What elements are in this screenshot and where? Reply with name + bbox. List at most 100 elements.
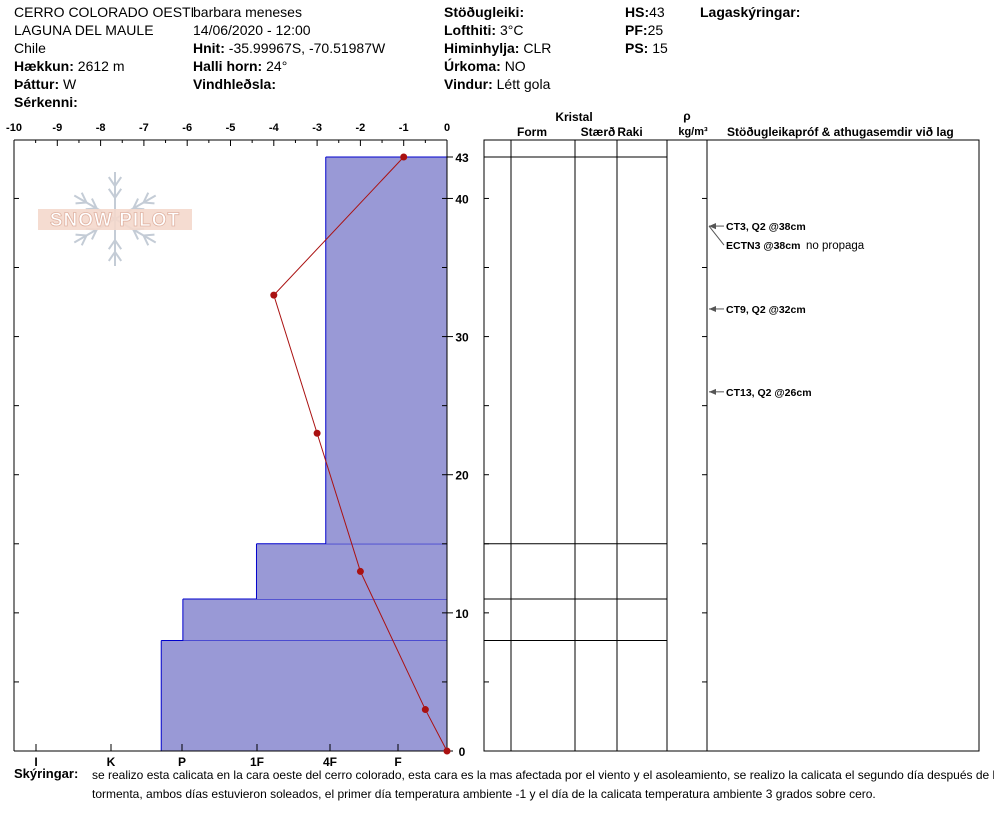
temperature-tick-label: 0: [444, 122, 450, 134]
stability-test-label: CT9, Q2 @32cm: [726, 304, 806, 316]
depth-tick-label: 10: [455, 607, 469, 621]
temperature-tick-label: -9: [52, 122, 62, 134]
hs-label: HS:: [625, 4, 650, 20]
header-density-unit: kg/m³: [678, 126, 708, 138]
depth-tick-label: 43: [455, 151, 469, 165]
observer-name: barbara meneses: [193, 3, 302, 21]
temperature-tick-label: -8: [96, 122, 106, 134]
hardness-tick-label: 4F: [323, 755, 337, 769]
hardness-tick-label: K: [107, 755, 116, 769]
wind-value: Létt gola: [496, 76, 551, 92]
snowflake-branch: [132, 229, 139, 240]
snowflake-branch: [107, 239, 116, 250]
stability-label: Stöðugleiki:: [444, 4, 525, 20]
stability-test-note: no propaga: [806, 240, 865, 252]
snowflake-branch: [114, 239, 123, 250]
snowflake-branch: [75, 201, 87, 205]
header-rho: ρ: [683, 109, 690, 123]
stability-test-pointer: [708, 225, 725, 246]
aspect-value: W: [63, 76, 77, 92]
slope-value: 24°: [266, 58, 288, 74]
elevation-row: Hækkun: 2612 m: [14, 57, 125, 75]
sky-value: CLR: [523, 40, 552, 56]
location-name: CERRO COLORADO OESTE: [14, 4, 200, 20]
temperature-point: [421, 706, 429, 714]
depth-tick-label: 40: [455, 192, 469, 206]
air-temp-value: 3°C: [499, 22, 524, 38]
arrow-icon: [709, 388, 716, 395]
air-temp-row: Lofthiti: 3°C: [444, 21, 523, 39]
snowflake-branch: [114, 176, 123, 187]
wind-row: Vindur: Létt gola: [444, 75, 550, 93]
aspect-row: Þáttur: W: [14, 75, 76, 93]
ps-row: PS: 15: [625, 39, 668, 57]
air-temp-label: Lofthiti:: [444, 22, 497, 38]
logo-band: [38, 209, 192, 230]
snowflake-branch: [114, 251, 123, 262]
precip-label: Úrkoma:: [444, 58, 501, 74]
hs-value: 43: [649, 4, 665, 20]
header-form: Form: [517, 125, 547, 139]
slope-label: Halli horn:: [193, 58, 263, 74]
hardness-layer: [256, 543, 447, 600]
snowflake-branch: [143, 233, 155, 237]
stability-tests: CT3, Q2 @38cm ECTN3 @38cm no propaga CT9, Q…: [708, 221, 865, 399]
snowflake-branch: [80, 192, 88, 203]
precip-row: Úrkoma: NO: [444, 57, 526, 75]
depth-tick-label: 0: [459, 745, 466, 759]
temperature-point: [400, 153, 408, 161]
stability-test-label: CT13, Q2 @26cm: [726, 387, 812, 399]
snowflake-branch: [114, 188, 123, 199]
temperature-tick-label: -3: [312, 122, 322, 134]
specifics-label: Sérkenni:: [14, 94, 78, 110]
temperature-tick-label: -7: [139, 122, 149, 134]
temperature-tick-label: -2: [356, 122, 366, 134]
snowpilot-logo: SNOW PILOT: [38, 172, 192, 266]
precip-value: NO: [504, 58, 526, 74]
location-area: LAGUNA DEL MAULE: [14, 22, 154, 38]
snowflake-branch: [132, 198, 139, 209]
hardness-tick-label: P: [178, 755, 186, 769]
temperature-point: [443, 747, 451, 755]
temperature-point: [270, 291, 278, 299]
logo-text: SNOW PILOT: [50, 210, 180, 231]
hardness-tick-label: 1F: [250, 755, 264, 769]
wind-label: Vindur:: [444, 76, 493, 92]
sky-label: Himinhylja:: [444, 40, 520, 56]
header-size: Stærð: [581, 125, 616, 139]
sky-row: Himinhylja: CLR: [444, 39, 551, 57]
stability-test-label: ECTN3 @38cm: [726, 240, 800, 252]
arrow-icon: [709, 223, 716, 230]
pf-label: PF:: [625, 22, 648, 38]
layer-table: Kristal Form Stærð Raki ρ kg/m³ Stöðugleikapró…: [483, 109, 980, 752]
temperature-point: [313, 429, 321, 437]
temperature-tick-label: -4: [269, 122, 280, 134]
snowflake-branch: [107, 188, 116, 199]
snowflake-branch: [107, 176, 116, 187]
stability-test-label: CT3, Q2 @38cm: [726, 221, 806, 233]
snowflake-branch: [107, 251, 116, 262]
hardness-layer: [161, 640, 447, 751]
coords-row: Hnit: -35.99967S, -70.51987W: [193, 39, 385, 57]
depth-tick-label: 20: [455, 469, 469, 483]
elevation-value: 2612 m: [77, 58, 125, 74]
wind-loading-label: Vindhleðsla:: [193, 76, 276, 92]
pf-value: 25: [647, 22, 664, 38]
snowflake-branch: [143, 201, 155, 205]
snowflake-branch: [80, 235, 88, 246]
coords-label: Hnit:: [193, 40, 225, 56]
coords-value: -35.99967S, -70.51987W: [228, 40, 386, 56]
slope-row: Halli horn: 24°: [193, 57, 287, 75]
header-moisture: Raki: [617, 125, 642, 139]
temperature-point: [356, 567, 364, 575]
depth-tick-label: 30: [455, 331, 469, 345]
ps-label: PS:: [625, 40, 649, 56]
temperature-tick-label: -1: [399, 122, 409, 134]
aspect-label: Þáttur:: [14, 76, 60, 92]
snowflake-branch: [142, 235, 150, 246]
table-frame: [483, 139, 980, 752]
pf-row: PF:25: [625, 21, 663, 39]
location-country: Chile: [14, 40, 46, 56]
snowflake-branch: [142, 192, 150, 203]
